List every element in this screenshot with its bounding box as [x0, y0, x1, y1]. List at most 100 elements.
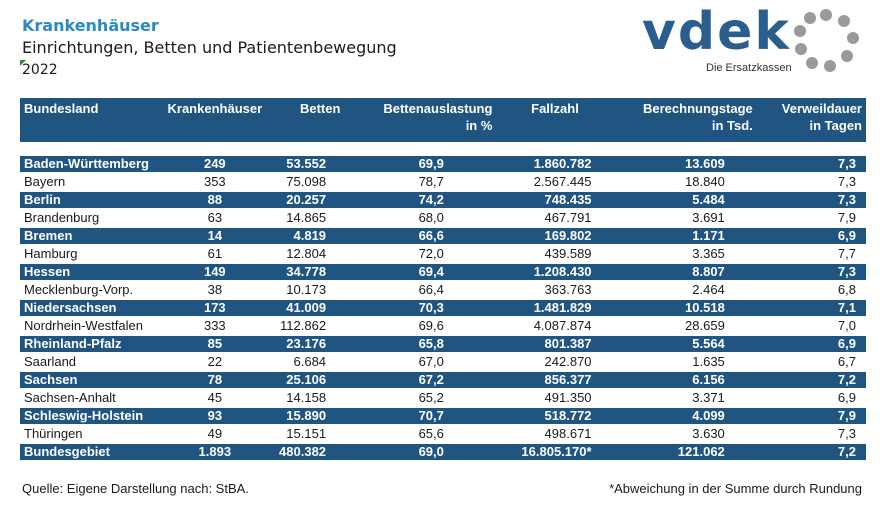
table-cell: 1.893 — [155, 443, 275, 462]
table-cell: 4.087.874 — [496, 317, 614, 336]
table-row: Saarland 22 6.684 67,0 242.870 1.635 6,7 — [20, 353, 866, 372]
table-cell: 6,9 — [756, 227, 866, 246]
col-header-berechnungstage: Berechnungstage in Tsd. — [642, 101, 753, 133]
table-row: Brandenburg 63 14.865 68,0 467.791 3.691 7,9 — [20, 209, 866, 228]
table-row: Thüringen 49 15.151 65,6 498.671 3.630 7,3 — [20, 425, 866, 444]
table-cell: 3.371 — [613, 389, 757, 408]
table-cell: 3.630 — [613, 425, 757, 444]
source-note: Quelle: Eigene Darstellung nach: StBA. — [22, 481, 249, 496]
table-row: Schleswig-Holstein 93 15.890 70,7 518.772 4.0… — [20, 407, 866, 426]
table-cell: 6,8 — [756, 281, 866, 300]
table-cell: 7,3 — [756, 156, 866, 174]
table-cell: 13.609 — [613, 156, 757, 174]
table-cell: 66,4 — [366, 281, 497, 300]
table-cell: 2.464 — [613, 281, 757, 300]
table-row: Rheinland-Pfalz 85 23.176 65,8 801.387 5.564 6… — [20, 335, 866, 354]
table-cell: 121.062 — [613, 443, 757, 462]
table-cell: 7,0 — [756, 317, 866, 336]
table-row: Sachsen-Anhalt 45 14.158 65,2 491.350 3.371 6,… — [20, 389, 866, 408]
table-cell: 20.257 — [274, 191, 367, 210]
table-row: Hamburg 61 12.804 72,0 439.589 3.365 7,7 — [20, 245, 866, 264]
table-cell: 14.158 — [274, 389, 367, 408]
row-label: Sachsen — [20, 371, 156, 390]
table-cell: 1.208.430 — [496, 263, 614, 282]
table-cell: 7,3 — [756, 425, 866, 444]
table-cell: 93 — [155, 407, 275, 426]
table-row: Sachsen 78 25.106 67,2 856.377 6.156 7,2 — [20, 371, 866, 390]
table-row: Bayern 353 75.098 78,7 2.567.445 18.840 7,3 — [20, 173, 866, 192]
table-cell: 333 — [155, 317, 275, 336]
logo-ring-icon — [794, 9, 859, 72]
table-cell: 173 — [155, 299, 275, 318]
col-header-verweildauer: Verweildauer in Tagen — [781, 101, 862, 133]
table-cell: 75.098 — [274, 173, 367, 192]
table-cell: 65,2 — [366, 389, 497, 408]
logo-tagline: Die Ersatzkassen — [706, 62, 792, 74]
table-cell: 6.156 — [613, 371, 757, 390]
table-cell: 34.778 — [274, 263, 367, 282]
table-cell: 2.567.445 — [496, 173, 614, 192]
table-row: Bremen 14 4.819 66,6 169.802 1.171 6,9 — [20, 227, 866, 246]
table-cell: 6,7 — [756, 353, 866, 372]
table-cell: 7,1 — [756, 299, 866, 318]
row-label: Thüringen — [20, 425, 156, 444]
table-cell: 66,6 — [366, 227, 497, 246]
table-cell: 363.763 — [496, 281, 614, 300]
row-label: Hamburg — [20, 245, 156, 264]
table-cell: 63 — [155, 209, 275, 228]
table-cell: 439.589 — [496, 245, 614, 264]
table-cell: 748.435 — [496, 191, 614, 210]
row-label: Baden-Württemberg — [20, 156, 156, 174]
table-row: Nordrhein-Westfalen 333 112.862 69,6 4.087.8… — [20, 317, 866, 336]
table-cell: 5.484 — [613, 191, 757, 210]
table-spacer — [20, 142, 866, 156]
table-cell: 45 — [155, 389, 275, 408]
table-cell: 61 — [155, 245, 275, 264]
table-cell: 498.671 — [496, 425, 614, 444]
corner-mark-icon — [20, 60, 26, 66]
table-cell: 12.804 — [274, 245, 367, 264]
table-cell: 480.382 — [274, 443, 367, 462]
table-cell: 6,9 — [756, 335, 866, 354]
row-label: Nordrhein-Westfalen — [20, 317, 156, 336]
table-cell: 69,9 — [366, 156, 497, 174]
col-header-bettenauslastung: Bettenauslastung in % — [383, 101, 493, 133]
row-label: Rheinland-Pfalz — [20, 335, 156, 354]
col-header-fallzahl: Fallzahl — [531, 101, 579, 116]
table-cell: 1.481.829 — [496, 299, 614, 318]
table-cell: 70,3 — [366, 299, 497, 318]
table-cell: 14 — [155, 227, 275, 246]
table-cell: 10.173 — [274, 281, 367, 300]
table-cell: 69,6 — [366, 317, 497, 336]
row-label: Saarland — [20, 353, 156, 372]
page-subtitle: Einrichtungen, Betten und Patientenbeweg… — [22, 38, 397, 57]
table-cell: 65,6 — [366, 425, 497, 444]
table-cell: 53.552 — [274, 156, 367, 174]
table-cell: 7,7 — [756, 245, 866, 264]
table-cell: 801.387 — [496, 335, 614, 354]
table-cell: 5.564 — [613, 335, 757, 354]
row-label: Brandenburg — [20, 209, 156, 228]
row-label: Schleswig-Holstein — [20, 407, 156, 426]
table-cell: 491.350 — [496, 389, 614, 408]
table-cell: 78 — [155, 371, 275, 390]
table-row: Hessen 149 34.778 69,4 1.208.430 8.807 7,3 — [20, 263, 866, 282]
vdek-logo: vdek Die Ersatzkassen — [640, 2, 870, 80]
table-cell: 85 — [155, 335, 275, 354]
row-label: Bremen — [20, 227, 156, 246]
table-cell: 4.099 — [613, 407, 757, 426]
table-cell: 112.862 — [274, 317, 367, 336]
table-cell: 249 — [155, 156, 275, 174]
table-row: Berlin 88 20.257 74,2 748.435 5.484 7,3 — [20, 191, 866, 210]
table-cell: 69,4 — [366, 263, 497, 282]
table-cell: 78,7 — [366, 173, 497, 192]
table-cell: 74,2 — [366, 191, 497, 210]
row-label: Berlin — [20, 191, 156, 210]
table-cell: 353 — [155, 173, 275, 192]
table-cell: 18.840 — [613, 173, 757, 192]
table-cell: 6.684 — [274, 353, 367, 372]
table-cell: 7,9 — [756, 209, 866, 228]
table-cell: 65,8 — [366, 335, 497, 354]
col-header-bundesland: Bundesland — [24, 101, 99, 116]
logo-wordmark: vdek — [642, 2, 791, 62]
